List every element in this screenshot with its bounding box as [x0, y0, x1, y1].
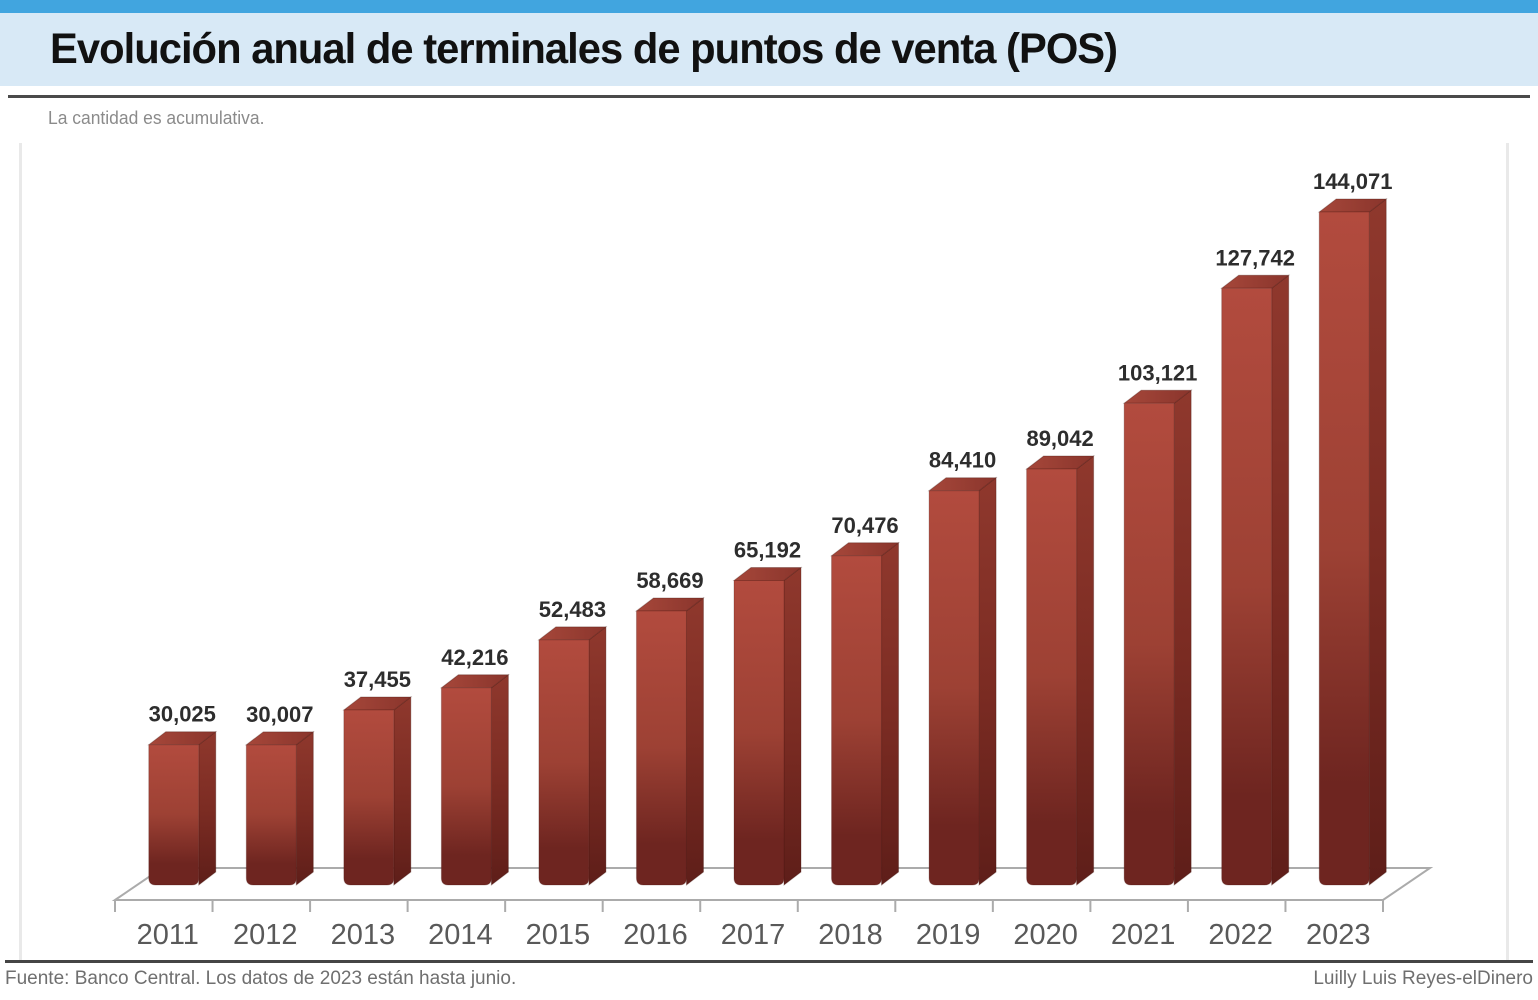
bar-2018: [830, 541, 901, 887]
bar-2016: [634, 596, 705, 887]
bar-value-label: 84,410: [929, 448, 996, 473]
footer: Fuente: Banco Central. Los datos de 2023…: [5, 968, 1533, 990]
bar-value-label: 70,476: [831, 513, 898, 538]
x-axis-label-2013: 2013: [331, 919, 396, 951]
bar-2015: [537, 625, 608, 887]
x-axis-label-2019: 2019: [916, 919, 981, 951]
bar-2012: [244, 730, 315, 887]
chart-panel: 30,025 2011 30,007 2012 37,455 2013 42,216 2014…: [19, 143, 1509, 962]
bar-2019: [927, 476, 998, 887]
bar-2017: [732, 566, 803, 887]
x-axis-label-2020: 2020: [1013, 919, 1078, 951]
bar-value-label: 30,025: [149, 702, 216, 727]
source-note: Fuente: Banco Central. Los datos de 2023…: [5, 968, 517, 989]
x-axis-label-2014: 2014: [428, 919, 493, 951]
bar-value-label: 144,071: [1313, 169, 1393, 194]
x-axis-label-2022: 2022: [1208, 919, 1273, 951]
x-axis-label-2016: 2016: [623, 919, 688, 951]
footer-divider: [5, 960, 1533, 963]
bar-2021: [1122, 389, 1193, 887]
x-axis-label-2011: 2011: [137, 919, 199, 951]
bar-2011: [147, 730, 218, 887]
bar-value-label: 89,042: [1026, 426, 1093, 451]
x-axis-label-2018: 2018: [818, 919, 883, 951]
header-divider: [8, 95, 1530, 98]
bar-2014: [439, 673, 510, 887]
bar-value-label: 58,669: [636, 568, 703, 593]
header: Evolución anual de terminales de puntos …: [0, 13, 1538, 86]
chart-subtitle: La cantidad es acumulativa.: [48, 108, 265, 128]
x-axis-label-2021: 2021: [1111, 919, 1176, 951]
bar-value-label: 65,192: [734, 537, 801, 562]
bar-value-label: 127,742: [1215, 245, 1295, 270]
bar-value-label: 52,483: [539, 597, 606, 622]
bar-value-label: 42,216: [441, 645, 508, 670]
x-axis-label-2017: 2017: [721, 919, 786, 951]
x-axis-label-2012: 2012: [233, 919, 298, 951]
bar-value-label: 30,007: [246, 702, 313, 727]
bar-2013: [342, 696, 413, 887]
x-axis-label-2015: 2015: [526, 919, 591, 951]
bar-value-label: 103,121: [1118, 360, 1198, 385]
credit: Luilly Luis Reyes-elDinero: [1313, 968, 1533, 989]
bar-2020: [1025, 455, 1096, 887]
bar-value-label: 37,455: [344, 667, 411, 692]
bar-2022: [1220, 274, 1291, 887]
page-title: Evolución anual de terminales de puntos …: [50, 25, 1118, 73]
x-axis-label-2023: 2023: [1306, 919, 1371, 951]
header-accent-bar: [0, 0, 1538, 13]
bar-chart-canvas: 30,025 2011 30,007 2012 37,455 2013 42,216 2014…: [111, 169, 1434, 951]
bar-2023: [1317, 197, 1388, 887]
